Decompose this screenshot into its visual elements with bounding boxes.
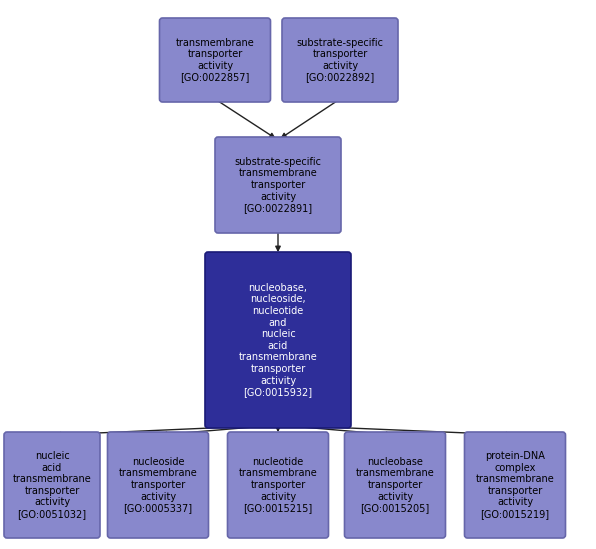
Text: nucleobase
transmembrane
transporter
activity
[GO:0015205]: nucleobase transmembrane transporter act… xyxy=(356,457,434,513)
FancyBboxPatch shape xyxy=(215,137,341,233)
FancyBboxPatch shape xyxy=(228,432,328,538)
Text: transmembrane
transporter
activity
[GO:0022857]: transmembrane transporter activity [GO:0… xyxy=(176,37,254,82)
Text: nucleotide
transmembrane
transporter
activity
[GO:0015215]: nucleotide transmembrane transporter act… xyxy=(238,457,318,513)
Text: substrate-specific
transmembrane
transporter
activity
[GO:0022891]: substrate-specific transmembrane transpo… xyxy=(234,157,321,213)
FancyBboxPatch shape xyxy=(107,432,209,538)
FancyBboxPatch shape xyxy=(160,18,271,102)
Text: nucleobase,
nucleoside,
nucleotide
and
nucleic
acid
transmembrane
transporter
ac: nucleobase, nucleoside, nucleotide and n… xyxy=(238,283,318,397)
FancyBboxPatch shape xyxy=(282,18,398,102)
FancyBboxPatch shape xyxy=(464,432,566,538)
Text: nucleoside
transmembrane
transporter
activity
[GO:0005337]: nucleoside transmembrane transporter act… xyxy=(119,457,197,513)
Text: substrate-specific
transporter
activity
[GO:0022892]: substrate-specific transporter activity … xyxy=(296,37,383,82)
Text: nucleic
acid
transmembrane
transporter
activity
[GO:0051032]: nucleic acid transmembrane transporter a… xyxy=(13,451,91,519)
FancyBboxPatch shape xyxy=(4,432,100,538)
FancyBboxPatch shape xyxy=(344,432,445,538)
FancyBboxPatch shape xyxy=(205,252,351,428)
Text: protein-DNA
complex
transmembrane
transporter
activity
[GO:0015219]: protein-DNA complex transmembrane transp… xyxy=(476,451,554,519)
